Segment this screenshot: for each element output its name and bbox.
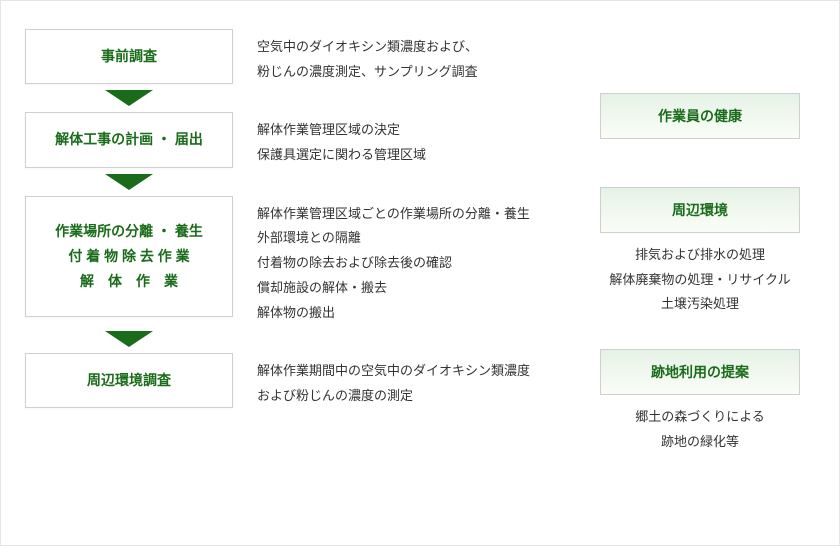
step-box-2: 作業場所の分離 ・ 養生付 着 物 除 去 作 業解 体 作 業 [25,196,233,318]
arrow-0 [25,84,233,112]
step-desc-2: 解体作業管理区域ごとの作業場所の分離・養生外部環境との隔離付着物の除去および除去… [257,196,530,325]
step-desc-0: 空気中のダイオキシン類濃度および、粉じんの濃度測定、サンプリング調査 [257,29,478,84]
sidebar-column: 作業員の健康 周辺環境 排気および排水の処理解体廃棄物の処理・リサイクル土壌汚染… [585,29,815,517]
sidebar-group-0: 作業員の健康 [585,93,815,139]
sidebar-group-2: 跡地利用の提案 郷土の森づくりによる跡地の緑化等 [585,335,815,454]
arrow-2 [25,325,233,353]
down-arrow-icon [105,90,153,106]
sidebar-group-1: 周辺環境 排気および排水の処理解体廃棄物の処理・リサイクル土壌汚染処理 [585,157,815,317]
sidebar-box-1: 周辺環境 [600,187,800,233]
step-desc-1: 解体作業管理区域の決定保護具選定に関わる管理区域 [257,112,426,167]
step-row-0: 事前調査 空気中のダイオキシン類濃度および、粉じんの濃度測定、サンプリング調査 [25,29,565,84]
flow-column: 事前調査 空気中のダイオキシン類濃度および、粉じんの濃度測定、サンプリング調査 … [25,29,565,517]
sidebar-box-2: 跡地利用の提案 [600,349,800,395]
step-box-0: 事前調査 [25,29,233,84]
step-row-1: 解体工事の計画 ・ 届出 解体作業管理区域の決定保護具選定に関わる管理区域 [25,112,565,167]
step-box-3: 周辺環境調査 [25,353,233,408]
diagram-container: 事前調査 空気中のダイオキシン類濃度および、粉じんの濃度測定、サンプリング調査 … [0,0,840,546]
sidebar-desc-1: 排気および排水の処理解体廃棄物の処理・リサイクル土壌汚染処理 [609,233,790,317]
arrow-1 [25,168,233,196]
step-box-1: 解体工事の計画 ・ 届出 [25,112,233,167]
down-arrow-icon [105,174,153,190]
step-row-3: 周辺環境調査 解体作業期間中の空気中のダイオキシン類濃度および粉じんの濃度の測定 [25,353,565,408]
down-arrow-icon [105,331,153,347]
step-desc-3: 解体作業期間中の空気中のダイオキシン類濃度および粉じんの濃度の測定 [257,353,530,408]
sidebar-desc-2: 郷土の森づくりによる跡地の緑化等 [635,395,765,454]
sidebar-box-0: 作業員の健康 [600,93,800,139]
step-row-2: 作業場所の分離 ・ 養生付 着 物 除 去 作 業解 体 作 業 解体作業管理区… [25,196,565,325]
